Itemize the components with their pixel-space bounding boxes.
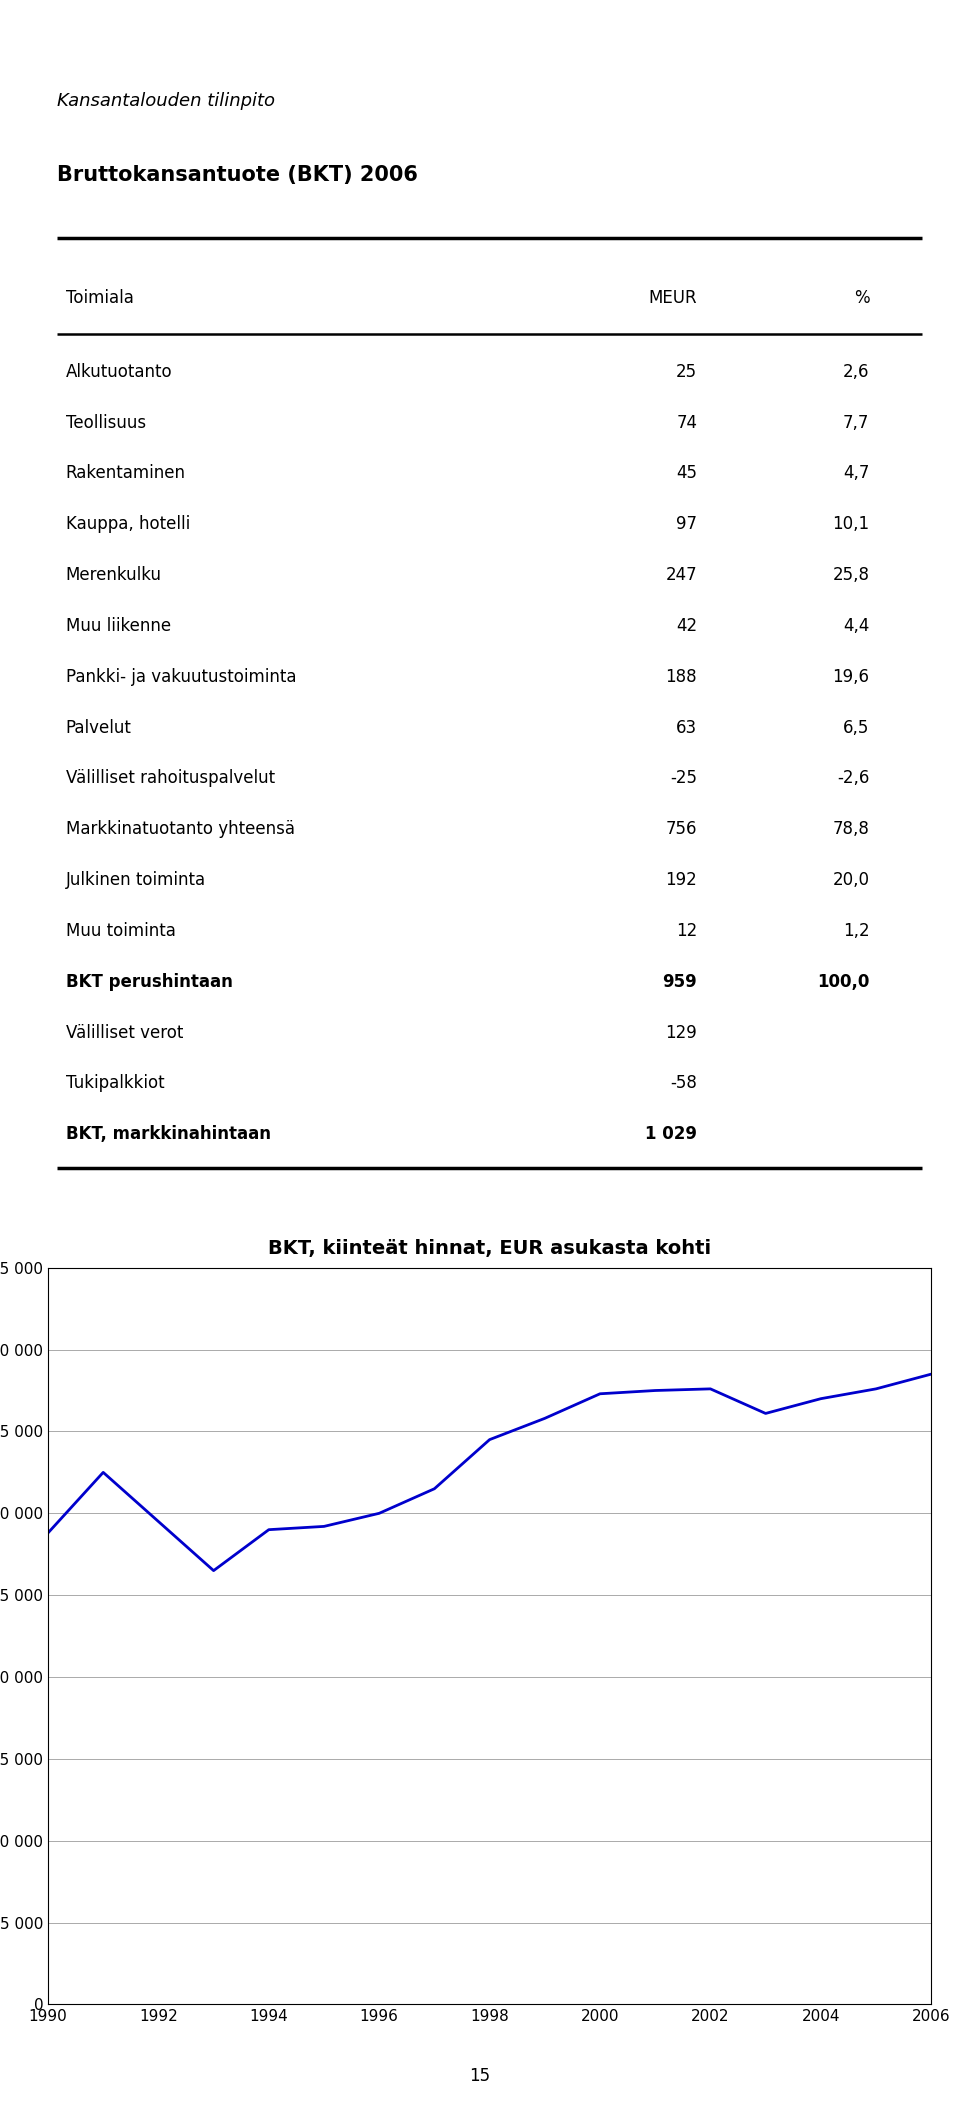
Text: Kansantalouden tilinpito: Kansantalouden tilinpito (57, 91, 275, 110)
Text: 4,4: 4,4 (843, 616, 870, 635)
Text: BKT perushintaan: BKT perushintaan (65, 973, 232, 992)
Text: Muu toiminta: Muu toiminta (65, 922, 176, 939)
Text: 42: 42 (676, 616, 697, 635)
Text: -58: -58 (670, 1074, 697, 1093)
Text: 959: 959 (662, 973, 697, 992)
Text: Toimiala: Toimiala (65, 289, 133, 308)
Text: 25,8: 25,8 (832, 565, 870, 584)
Text: 15: 15 (469, 2066, 491, 2085)
Text: 25: 25 (676, 363, 697, 380)
Text: Merenkulku: Merenkulku (65, 565, 161, 584)
Text: Alkutuotanto: Alkutuotanto (65, 363, 172, 380)
Text: Teollisuus: Teollisuus (65, 414, 146, 433)
Text: Kauppa, hotelli: Kauppa, hotelli (65, 515, 190, 534)
Text: Välilliset rahoituspalvelut: Välilliset rahoituspalvelut (65, 770, 275, 787)
Text: -2,6: -2,6 (837, 770, 870, 787)
Text: 7,7: 7,7 (843, 414, 870, 433)
Text: 129: 129 (665, 1023, 697, 1042)
Text: Pankki- ja vakuutustoiminta: Pankki- ja vakuutustoiminta (65, 667, 297, 686)
Text: MEUR: MEUR (649, 289, 697, 308)
Text: Palvelut: Palvelut (65, 720, 132, 736)
Text: Tukipalkkiot: Tukipalkkiot (65, 1074, 164, 1093)
Text: Muu liikenne: Muu liikenne (65, 616, 171, 635)
Text: 192: 192 (665, 871, 697, 888)
Text: -25: -25 (670, 770, 697, 787)
Text: 188: 188 (665, 667, 697, 686)
Text: 2,6: 2,6 (843, 363, 870, 380)
Text: 756: 756 (665, 821, 697, 838)
Text: 12: 12 (676, 922, 697, 939)
Text: Välilliset verot: Välilliset verot (65, 1023, 183, 1042)
Text: 74: 74 (676, 414, 697, 433)
Text: 19,6: 19,6 (832, 667, 870, 686)
Text: 4,7: 4,7 (843, 464, 870, 483)
Text: Bruttokansantuote (BKT) 2006: Bruttokansantuote (BKT) 2006 (57, 165, 418, 186)
Text: 63: 63 (676, 720, 697, 736)
Text: 1,2: 1,2 (843, 922, 870, 939)
Text: %: % (853, 289, 870, 308)
Title: BKT, kiinteät hinnat, EUR asukasta kohti: BKT, kiinteät hinnat, EUR asukasta kohti (268, 1239, 711, 1258)
Text: 247: 247 (665, 565, 697, 584)
Text: 10,1: 10,1 (832, 515, 870, 534)
Text: 78,8: 78,8 (832, 821, 870, 838)
Text: Julkinen toiminta: Julkinen toiminta (65, 871, 205, 888)
Text: 45: 45 (676, 464, 697, 483)
Text: 6,5: 6,5 (843, 720, 870, 736)
Text: BKT, markkinahintaan: BKT, markkinahintaan (65, 1125, 271, 1144)
Text: 1 029: 1 029 (645, 1125, 697, 1144)
Text: Markkinatuotanto yhteensä: Markkinatuotanto yhteensä (65, 821, 295, 838)
Text: 100,0: 100,0 (817, 973, 870, 992)
Text: 20,0: 20,0 (832, 871, 870, 888)
Text: 97: 97 (676, 515, 697, 534)
Text: Rakentaminen: Rakentaminen (65, 464, 185, 483)
